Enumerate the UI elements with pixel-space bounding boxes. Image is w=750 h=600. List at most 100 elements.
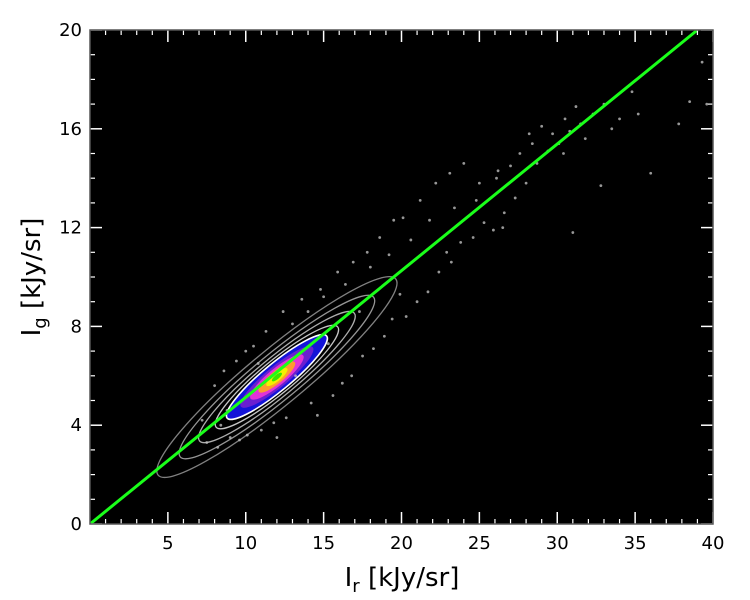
scatter-point xyxy=(449,260,453,264)
scatter-point xyxy=(315,413,319,417)
plot-background xyxy=(90,30,713,524)
scatter-point xyxy=(428,218,431,222)
y-tick-label: 8 xyxy=(71,316,82,337)
scatter-point xyxy=(551,132,554,136)
x-tick-label: 40 xyxy=(702,533,725,554)
density-green xyxy=(271,372,282,382)
scatter-point xyxy=(378,236,382,239)
scatter-point xyxy=(599,184,603,188)
y-tick-label: 16 xyxy=(59,119,82,140)
scatter-point xyxy=(418,199,422,202)
x-tick-label: 10 xyxy=(234,533,257,554)
scatter-point xyxy=(256,362,260,365)
contour-white-3 xyxy=(197,310,356,444)
scatter-point xyxy=(404,315,408,318)
scatter-point xyxy=(365,250,369,254)
scatter-point xyxy=(540,124,544,128)
x-tick-label: 30 xyxy=(546,533,569,554)
scatter-point xyxy=(610,127,614,131)
scatter-point xyxy=(502,211,506,215)
scatter-point xyxy=(272,421,276,425)
x-tick-label: 5 xyxy=(162,533,173,554)
y-tick-labels: 0 4 8 12 16 20 xyxy=(59,20,82,535)
scatter-point xyxy=(372,347,375,351)
scatter-points xyxy=(200,60,709,449)
x-tick-label: 15 xyxy=(312,533,335,554)
x-tick-labels: 5 10 15 20 25 30 35 40 xyxy=(162,533,724,554)
y-tick-label: 4 xyxy=(71,415,82,436)
scatter-point xyxy=(228,436,232,439)
scatter-point xyxy=(300,297,304,301)
scatter-point xyxy=(618,117,621,121)
scatter-point xyxy=(477,181,481,185)
scatter-point xyxy=(238,438,241,442)
scatter-point xyxy=(434,181,438,185)
scatter-point xyxy=(319,287,322,291)
scatter-point xyxy=(222,369,226,373)
scatter-point xyxy=(358,310,361,313)
y-axis-label: Ig [kJy/sr] xyxy=(17,218,51,337)
scatter-point xyxy=(482,221,486,225)
scatter-point xyxy=(677,122,681,126)
scatter-point xyxy=(700,60,704,64)
scatter-point xyxy=(387,253,391,257)
scatter-point xyxy=(361,354,364,358)
density-contours xyxy=(156,276,398,479)
scatter-point xyxy=(398,292,402,296)
scatter-point xyxy=(235,359,238,363)
scatter-point xyxy=(326,342,330,346)
scatter-point xyxy=(563,117,567,121)
scatter-point xyxy=(245,433,249,437)
x-axis-label-subscript: r xyxy=(352,576,360,597)
scatter-point xyxy=(351,260,355,264)
contour-white-4 xyxy=(214,324,340,430)
scatter-point xyxy=(368,265,372,269)
scatter-point xyxy=(445,250,449,254)
scatter-point xyxy=(509,164,512,168)
scatter-point xyxy=(409,238,413,242)
scatter-point xyxy=(524,181,528,185)
scatter-point xyxy=(284,416,288,420)
scatter-point xyxy=(501,226,505,230)
scatter-point xyxy=(471,236,475,239)
scatter-point xyxy=(448,171,452,175)
scatter-point xyxy=(382,334,386,338)
scatter-point xyxy=(474,199,478,202)
x-axis-label-unit: [kJy/sr] xyxy=(360,563,460,593)
scatter-point xyxy=(336,270,340,274)
scatter-point xyxy=(530,142,534,146)
scatter-point xyxy=(636,112,640,116)
scatter-point xyxy=(562,152,565,155)
scatter-point xyxy=(571,231,575,234)
scatter-point xyxy=(322,295,326,299)
scatter-point xyxy=(437,270,441,274)
scatter-point xyxy=(309,401,313,405)
scatter-point xyxy=(392,218,396,222)
x-tick-label: 35 xyxy=(624,533,647,554)
scatter-point xyxy=(459,241,463,244)
scatter-point xyxy=(264,329,268,333)
contour-white-2 xyxy=(178,294,376,460)
scatter-point xyxy=(426,290,430,294)
scatter-point xyxy=(294,374,297,378)
scatter-point xyxy=(453,206,456,210)
scatter-point xyxy=(291,322,294,326)
scatter-point xyxy=(244,349,248,353)
scatter-point xyxy=(688,100,692,104)
scatter-point xyxy=(350,374,354,378)
x-tick-label: 25 xyxy=(468,533,491,554)
fit-line xyxy=(90,30,699,524)
y-axis-label-subscript: g xyxy=(30,317,51,328)
x-axis-label: Ir [kJy/sr] xyxy=(345,563,460,597)
scatter-point xyxy=(219,423,223,427)
scatter-point xyxy=(340,381,344,385)
scatter-point xyxy=(216,446,220,449)
scatter-point xyxy=(213,384,217,388)
contour-white-outer xyxy=(156,276,398,479)
y-tick-label: 0 xyxy=(71,514,82,535)
x-axis-label-main: I xyxy=(345,563,353,593)
scatter-point xyxy=(390,317,394,321)
y-tick-label: 20 xyxy=(59,20,82,41)
scatter-point xyxy=(574,105,578,108)
